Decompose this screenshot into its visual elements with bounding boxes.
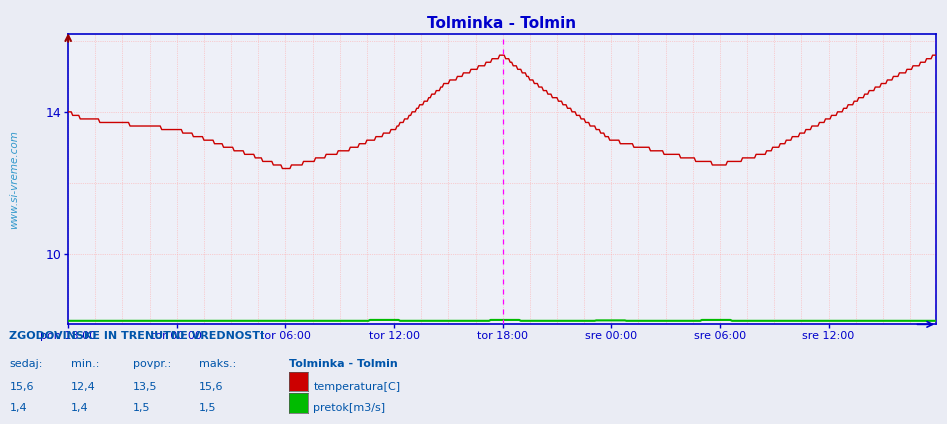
Text: 15,6: 15,6 [199, 382, 223, 392]
Text: 1,5: 1,5 [133, 403, 150, 413]
Text: min.:: min.: [71, 359, 99, 369]
Text: 1,4: 1,4 [71, 403, 89, 413]
Text: Tolminka - Tolmin: Tolminka - Tolmin [289, 359, 398, 369]
Text: ZGODOVINSKE IN TRENUTNE VREDNOSTI: ZGODOVINSKE IN TRENUTNE VREDNOSTI [9, 331, 264, 341]
Text: www.si-vreme.com: www.si-vreme.com [9, 130, 19, 229]
Text: 1,4: 1,4 [9, 403, 27, 413]
Text: 12,4: 12,4 [71, 382, 96, 392]
Text: pretok[m3/s]: pretok[m3/s] [313, 403, 385, 413]
Text: 15,6: 15,6 [9, 382, 34, 392]
Text: maks.:: maks.: [199, 359, 236, 369]
Text: 1,5: 1,5 [199, 403, 216, 413]
Text: temperatura[C]: temperatura[C] [313, 382, 401, 392]
Text: sedaj:: sedaj: [9, 359, 43, 369]
Text: povpr.:: povpr.: [133, 359, 170, 369]
Text: 13,5: 13,5 [133, 382, 157, 392]
Title: Tolminka - Tolmin: Tolminka - Tolmin [427, 17, 577, 31]
